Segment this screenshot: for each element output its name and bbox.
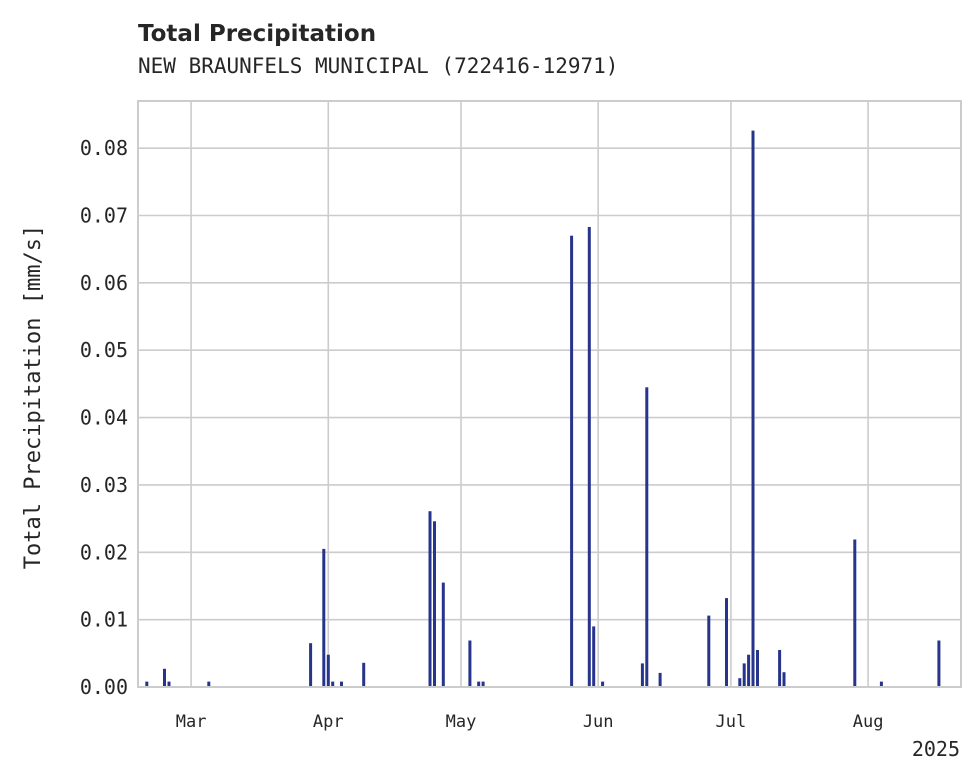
x-tick-label: Jun — [583, 712, 614, 732]
precipitation-bar — [587, 227, 591, 687]
precipitation-bar — [326, 654, 330, 687]
x-tick-label: Aug — [853, 712, 884, 732]
y-axis-ticks: 0.00 0.01 0.02 0.03 0.04 0.05 0.06 0.07 0.08 — [80, 136, 128, 699]
precipitation-bar — [362, 662, 366, 687]
precipitation-bar — [145, 681, 149, 687]
x-axis-year-label: 2025 — [912, 737, 960, 761]
precipitation-bar — [751, 130, 755, 688]
y-tick-label: 0.05 — [80, 338, 128, 362]
precipitation-bar — [738, 678, 742, 687]
y-tick-label: 0.08 — [80, 136, 128, 160]
precipitation-bar — [756, 650, 759, 687]
precipitation-bar — [163, 668, 166, 687]
y-tick-label: 0.00 — [80, 675, 128, 699]
x-axis-ticks: Mar Apr May Jun Jul Aug — [176, 712, 884, 732]
precipitation-bar — [570, 235, 574, 687]
precipitation-bar — [601, 681, 605, 687]
precipitation-bar — [468, 640, 472, 687]
precipitation-bar — [207, 681, 211, 687]
x-tick-label: May — [446, 712, 477, 732]
precipitation-bar — [747, 654, 751, 687]
precipitation-bars — [145, 130, 941, 688]
precipitation-bar — [481, 681, 485, 687]
precipitation-bar — [340, 681, 343, 687]
precipitation-bar — [592, 626, 596, 687]
y-tick-label: 0.06 — [80, 271, 128, 295]
x-tick-label: Apr — [313, 712, 344, 732]
precipitation-bar — [778, 650, 782, 687]
x-tick-label: Jul — [716, 712, 747, 732]
chart-title: Total Precipitation — [138, 21, 376, 47]
precipitation-bar — [782, 672, 786, 687]
chart-subtitle: NEW BRAUNFELS MUNICIPAL (722416-12971) — [138, 54, 618, 78]
x-tick-label: Mar — [176, 712, 207, 732]
precipitation-bar — [879, 681, 883, 687]
precipitation-bar — [742, 663, 746, 687]
grid-lines — [138, 101, 961, 688]
precipitation-bar — [309, 643, 313, 687]
precipitation-bar — [331, 681, 335, 687]
precipitation-bar — [477, 681, 481, 687]
precipitation-bar — [725, 598, 728, 687]
precipitation-bar — [441, 582, 445, 687]
precipitation-bar — [322, 548, 326, 687]
y-tick-label: 0.04 — [80, 406, 128, 430]
y-tick-label: 0.02 — [80, 540, 128, 564]
plot-frame — [137, 100, 962, 688]
precipitation-bar — [658, 672, 662, 687]
precipitation-bar — [428, 511, 432, 687]
y-tick-label: 0.03 — [80, 473, 128, 497]
y-tick-label: 0.01 — [80, 608, 128, 632]
precipitation-bar — [167, 681, 171, 687]
precipitation-bar — [937, 640, 941, 687]
precipitation-bar — [707, 615, 711, 687]
y-tick-label: 0.07 — [80, 204, 128, 228]
precipitation-bar — [645, 387, 649, 687]
y-axis-label: Total Precipitation [mm/s] — [21, 225, 46, 569]
precipitation-bar — [433, 521, 436, 687]
precipitation-bar — [853, 539, 857, 687]
precipitation-bar — [640, 663, 644, 687]
